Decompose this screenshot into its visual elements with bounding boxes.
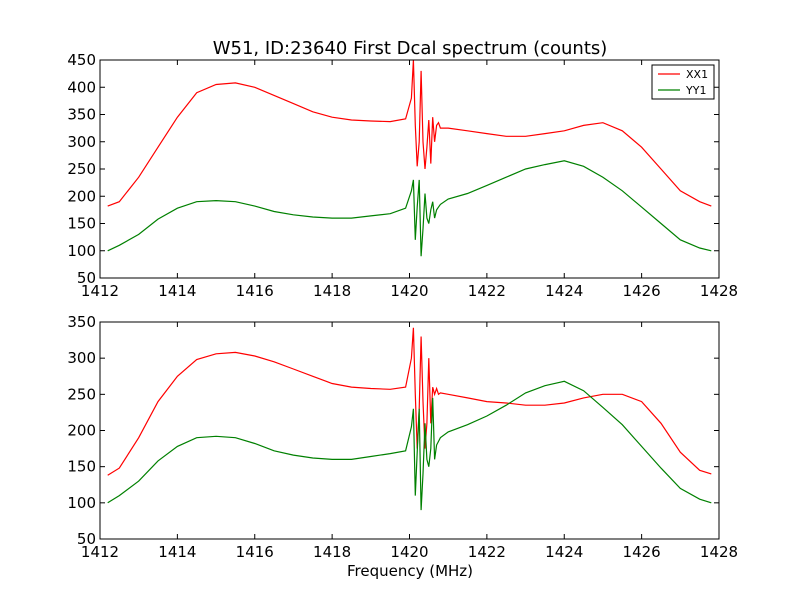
top-panel: 1412 1414 1416 1418 1420 1422 1424 1426 1428 501…	[67, 51, 738, 300]
bottom-x-tick-label: 1422	[468, 543, 506, 561]
bottom-x-tick-label: 1412	[81, 543, 119, 561]
legend-xx1-label: XX1	[686, 68, 708, 81]
top-x-ticks: 1412 1414 1416 1418 1420 1422 1424 1426 1428	[81, 60, 738, 300]
top-y-tick-label: 100	[67, 242, 96, 260]
bottom-y-tick-label: 250	[67, 385, 96, 403]
bottom-plot-lines	[107, 327, 712, 511]
top-plot-lines	[107, 60, 712, 257]
bottom-y-tick-label: 200	[67, 422, 96, 440]
bottom-x-ticks: 1412 1414 1416 1418 1420 1422 1424 1426 1428	[81, 322, 738, 561]
top-x-tick-label: 1420	[390, 282, 428, 300]
top-x-tick-label: 1412	[81, 282, 119, 300]
top-y-tick-label: 400	[67, 78, 96, 96]
bottom-series-0-line	[107, 327, 712, 476]
chart-title: W51, ID:23640 First Dcal spectrum (count…	[213, 38, 608, 59]
top-x-tick-label: 1428	[700, 282, 738, 300]
top-x-tick-label: 1418	[313, 282, 351, 300]
bottom-y-tick-label: 100	[67, 494, 96, 512]
top-y-tick-label: 50	[77, 269, 96, 287]
x-axis-label: Frequency (MHz)	[347, 562, 473, 580]
top-x-tick-label: 1426	[623, 282, 661, 300]
bottom-y-tick-label: 300	[67, 349, 96, 367]
top-y-tick-label: 350	[67, 106, 96, 124]
top-y-tick-label: 300	[67, 133, 96, 151]
legend: XX1 YY1	[651, 64, 715, 100]
bottom-y-tick-label: 350	[67, 313, 96, 331]
top-y-tick-label: 150	[67, 215, 96, 233]
bottom-series-1-line	[107, 380, 712, 511]
legend-box	[651, 64, 715, 100]
legend-yy1-label: YY1	[685, 84, 706, 97]
bottom-x-tick-label: 1420	[390, 543, 428, 561]
top-series-1-line	[107, 160, 712, 257]
top-x-tick-label: 1414	[158, 282, 196, 300]
top-x-tick-label: 1416	[236, 282, 274, 300]
bottom-x-tick-label: 1424	[545, 543, 583, 561]
top-y-tick-label: 250	[67, 160, 96, 178]
top-x-tick-label: 1424	[545, 282, 583, 300]
bottom-x-tick-label: 1414	[158, 543, 196, 561]
top-y-ticks: 50 100 150 200 250 300 350 400 450	[67, 51, 719, 287]
top-x-tick-label: 1422	[468, 282, 506, 300]
bottom-panel: 1412 1414 1416 1418 1420 1422 1424 1426 1428 501…	[67, 313, 738, 561]
bottom-x-tick-label: 1428	[700, 543, 738, 561]
bottom-y-tick-label: 50	[77, 530, 96, 548]
top-y-tick-label: 200	[67, 187, 96, 205]
top-y-tick-label: 450	[67, 51, 96, 69]
bottom-x-tick-label: 1426	[623, 543, 661, 561]
bottom-y-ticks: 50 100 150 200 250 300 350	[67, 313, 719, 548]
bottom-y-tick-label: 150	[67, 458, 96, 476]
top-series-0-line	[107, 60, 712, 207]
bottom-x-tick-label: 1416	[236, 543, 274, 561]
bottom-x-tick-label: 1418	[313, 543, 351, 561]
